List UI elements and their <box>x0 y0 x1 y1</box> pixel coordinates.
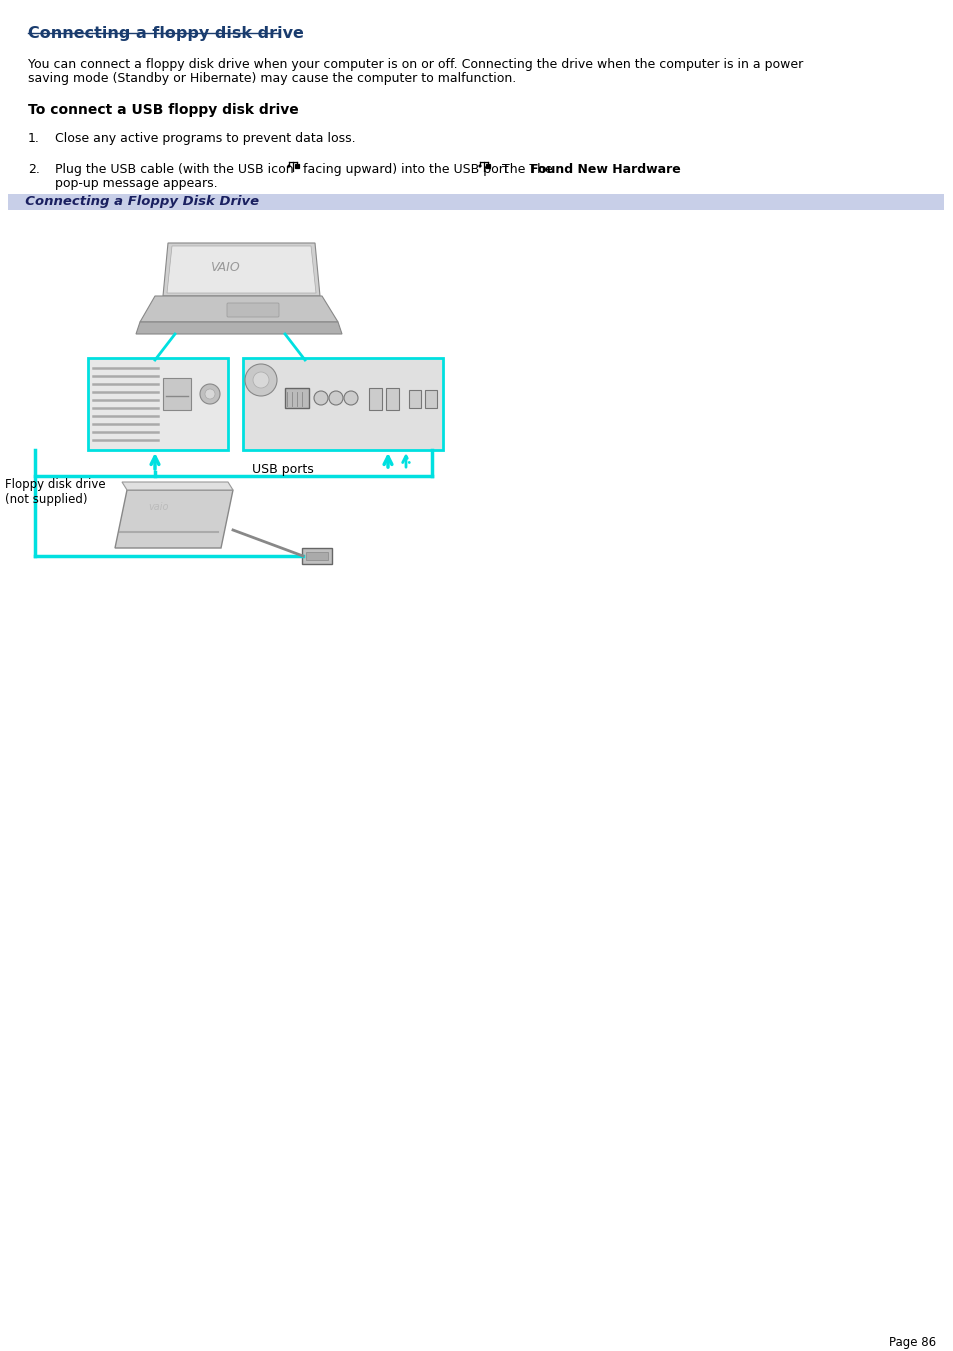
FancyBboxPatch shape <box>295 165 298 168</box>
FancyBboxPatch shape <box>369 388 381 409</box>
Polygon shape <box>115 490 233 549</box>
Circle shape <box>205 389 214 399</box>
FancyBboxPatch shape <box>227 303 278 317</box>
Text: USB ports: USB ports <box>252 463 314 476</box>
Circle shape <box>344 390 357 405</box>
Text: Floppy disk drive
(not supplied): Floppy disk drive (not supplied) <box>5 478 106 507</box>
Text: Found New Hardware: Found New Hardware <box>530 163 680 176</box>
FancyBboxPatch shape <box>306 553 328 561</box>
FancyBboxPatch shape <box>243 358 442 450</box>
Polygon shape <box>140 296 337 322</box>
Circle shape <box>314 390 328 405</box>
Text: VAIO: VAIO <box>210 261 239 274</box>
Circle shape <box>329 390 343 405</box>
FancyBboxPatch shape <box>8 195 943 209</box>
Polygon shape <box>163 243 319 296</box>
FancyBboxPatch shape <box>285 388 309 408</box>
Text: Connecting a Floppy Disk Drive: Connecting a Floppy Disk Drive <box>16 195 259 208</box>
FancyBboxPatch shape <box>386 388 398 409</box>
FancyBboxPatch shape <box>302 549 332 563</box>
Circle shape <box>200 384 220 404</box>
Circle shape <box>477 165 481 168</box>
Circle shape <box>287 165 291 168</box>
Text: Plug the USB cable (with the USB icon: Plug the USB cable (with the USB icon <box>55 163 294 176</box>
Polygon shape <box>136 322 341 334</box>
Text: Connecting a floppy disk drive: Connecting a floppy disk drive <box>28 26 304 41</box>
FancyBboxPatch shape <box>409 390 420 408</box>
Text: Page 86: Page 86 <box>888 1336 935 1350</box>
Text: vaio: vaio <box>148 503 169 512</box>
Polygon shape <box>167 246 315 293</box>
Polygon shape <box>122 482 233 490</box>
Text: Close any active programs to prevent data loss.: Close any active programs to prevent dat… <box>55 132 355 145</box>
Text: pop-up message appears.: pop-up message appears. <box>55 177 217 190</box>
Text: 2.: 2. <box>28 163 40 176</box>
Circle shape <box>253 372 269 388</box>
FancyBboxPatch shape <box>163 378 191 409</box>
Text: You can connect a floppy disk drive when your computer is on or off. Connecting : You can connect a floppy disk drive when… <box>28 58 802 72</box>
Text: To connect a USB floppy disk drive: To connect a USB floppy disk drive <box>28 103 298 118</box>
Text: 1.: 1. <box>28 132 40 145</box>
FancyBboxPatch shape <box>88 358 228 450</box>
Circle shape <box>245 363 276 396</box>
Text: facing upward) into the USB port: facing upward) into the USB port <box>303 163 508 176</box>
Text: saving mode (Standby or Hibernate) may cause the computer to malfunction.: saving mode (Standby or Hibernate) may c… <box>28 72 516 85</box>
Text: . The The: . The The <box>494 163 557 176</box>
FancyBboxPatch shape <box>486 165 489 168</box>
FancyBboxPatch shape <box>424 390 436 408</box>
